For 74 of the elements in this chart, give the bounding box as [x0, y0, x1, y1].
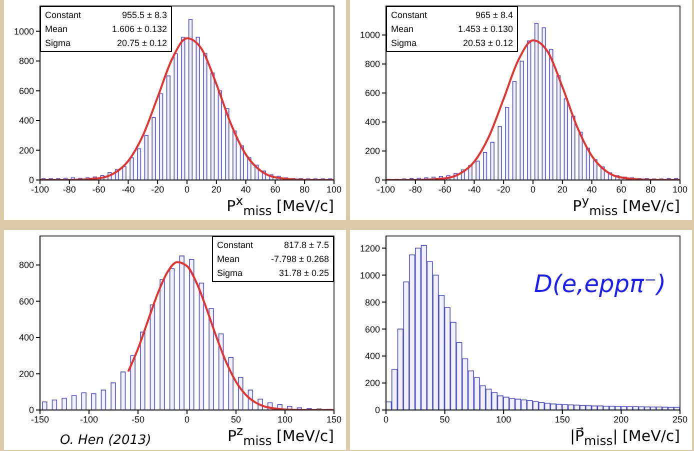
x-tick-label: 100: [277, 414, 293, 424]
y-tick-label: 600: [18, 296, 34, 306]
text: Constant 965 ± 8.4: [391, 10, 513, 20]
y-tick-label: 200: [18, 368, 34, 379]
text: Mean 1.606 ± 0.132: [45, 24, 167, 34]
x-axis-title: |P⃗$_{miss}$| [MeV/c]: [570, 427, 680, 448]
x-tick-label: 100: [496, 414, 512, 424]
x-tick-label: 250: [672, 414, 688, 424]
x-tick-label: -20: [497, 184, 510, 194]
y-tick-label: 1000: [360, 270, 380, 280]
x-tick-label: 0: [184, 414, 190, 424]
text: Mean -7.798 ± 0.268: [217, 254, 329, 264]
x-tick-label: 150: [554, 414, 570, 424]
y-tick-label: 800: [364, 59, 380, 70]
x-tick-label: 200: [614, 414, 629, 424]
y-tick-label: 1200: [360, 243, 380, 254]
x-tick-label: 50: [230, 414, 242, 424]
text: Mean 1.453 ± 0.130: [391, 24, 513, 34]
x-tick-label: 50: [440, 414, 450, 424]
y-tick-label: 400: [364, 351, 380, 362]
x-tick-label: 80: [646, 184, 656, 194]
x-tick-label: 40: [240, 184, 251, 194]
x-tick-label: -50: [131, 414, 145, 424]
x-tick-label: 0: [383, 414, 389, 424]
x-tick-label: -100: [80, 414, 98, 424]
y-tick-label: 0: [28, 405, 34, 416]
y-tick-label: 200: [364, 146, 380, 156]
y-tick-label: 800: [18, 56, 34, 66]
x-tick-label: 60: [270, 184, 280, 194]
x-tick-label: -80: [408, 184, 422, 194]
x-tick-label: -150: [30, 414, 50, 424]
x-tick-label: -100: [30, 184, 50, 194]
y-tick-label: 600: [364, 88, 380, 98]
y-tick-label: 600: [364, 324, 380, 334]
y-tick-label: 800: [18, 260, 34, 270]
x-axis-title: P$^{y}$$_{miss}$ [MeV/c]: [572, 193, 680, 218]
x-tick-label: -40: [122, 184, 135, 194]
x-tick-label: 150: [326, 414, 342, 424]
x-tick-label: -80: [62, 184, 76, 194]
y-tick-label: 200: [364, 378, 380, 388]
x-tick-label: 20: [211, 184, 222, 194]
x-tick-label: 80: [300, 184, 310, 194]
x-tick-label: 100: [672, 184, 688, 194]
x-axis-title: P$^{z}$$_{miss}$ [MeV/c]: [227, 423, 334, 448]
x-tick-label: 0: [530, 184, 536, 194]
x-tick-label: -100: [376, 184, 396, 194]
x-tick-label: 0: [184, 184, 190, 194]
text: Constant 955.5 ± 8.3: [45, 10, 167, 20]
annotation: D(e,eppπ⁻): [534, 270, 666, 298]
x-tick-label: -20: [151, 184, 164, 194]
y-tick-label: 600: [18, 86, 34, 96]
y-tick-label: 400: [18, 332, 34, 343]
x-tick-label: 60: [616, 184, 626, 194]
text: Sigma 20.75 ± 0.12: [45, 38, 167, 48]
y-tick-label: 1000: [360, 30, 380, 40]
text: Constant 817.8 ± 7.5: [217, 240, 329, 250]
y-tick-label: 0: [374, 175, 380, 186]
x-tick-label: 20: [557, 184, 568, 194]
x-tick-label: -60: [92, 184, 106, 194]
y-tick-label: 1000: [14, 26, 34, 36]
x-tick-label: 100: [326, 184, 342, 194]
y-tick-label: 200: [18, 145, 34, 156]
x-axis-title: P$^{x}$$_{miss}$ [MeV/c]: [226, 193, 334, 218]
x-tick-label: -40: [468, 184, 481, 194]
text: Sigma 31.78 ± 0.25: [217, 268, 329, 278]
y-tick-label: 800: [364, 297, 380, 308]
y-tick-label: 400: [364, 117, 380, 128]
text: Sigma 20.53 ± 0.12: [391, 38, 513, 48]
text: O. Hen (2013): [60, 433, 152, 448]
y-tick-label: 400: [18, 116, 34, 126]
x-tick-label: 40: [586, 184, 597, 194]
y-tick-label: 0: [374, 405, 380, 416]
x-tick-label: -60: [438, 184, 452, 194]
y-tick-label: 0: [28, 175, 34, 186]
